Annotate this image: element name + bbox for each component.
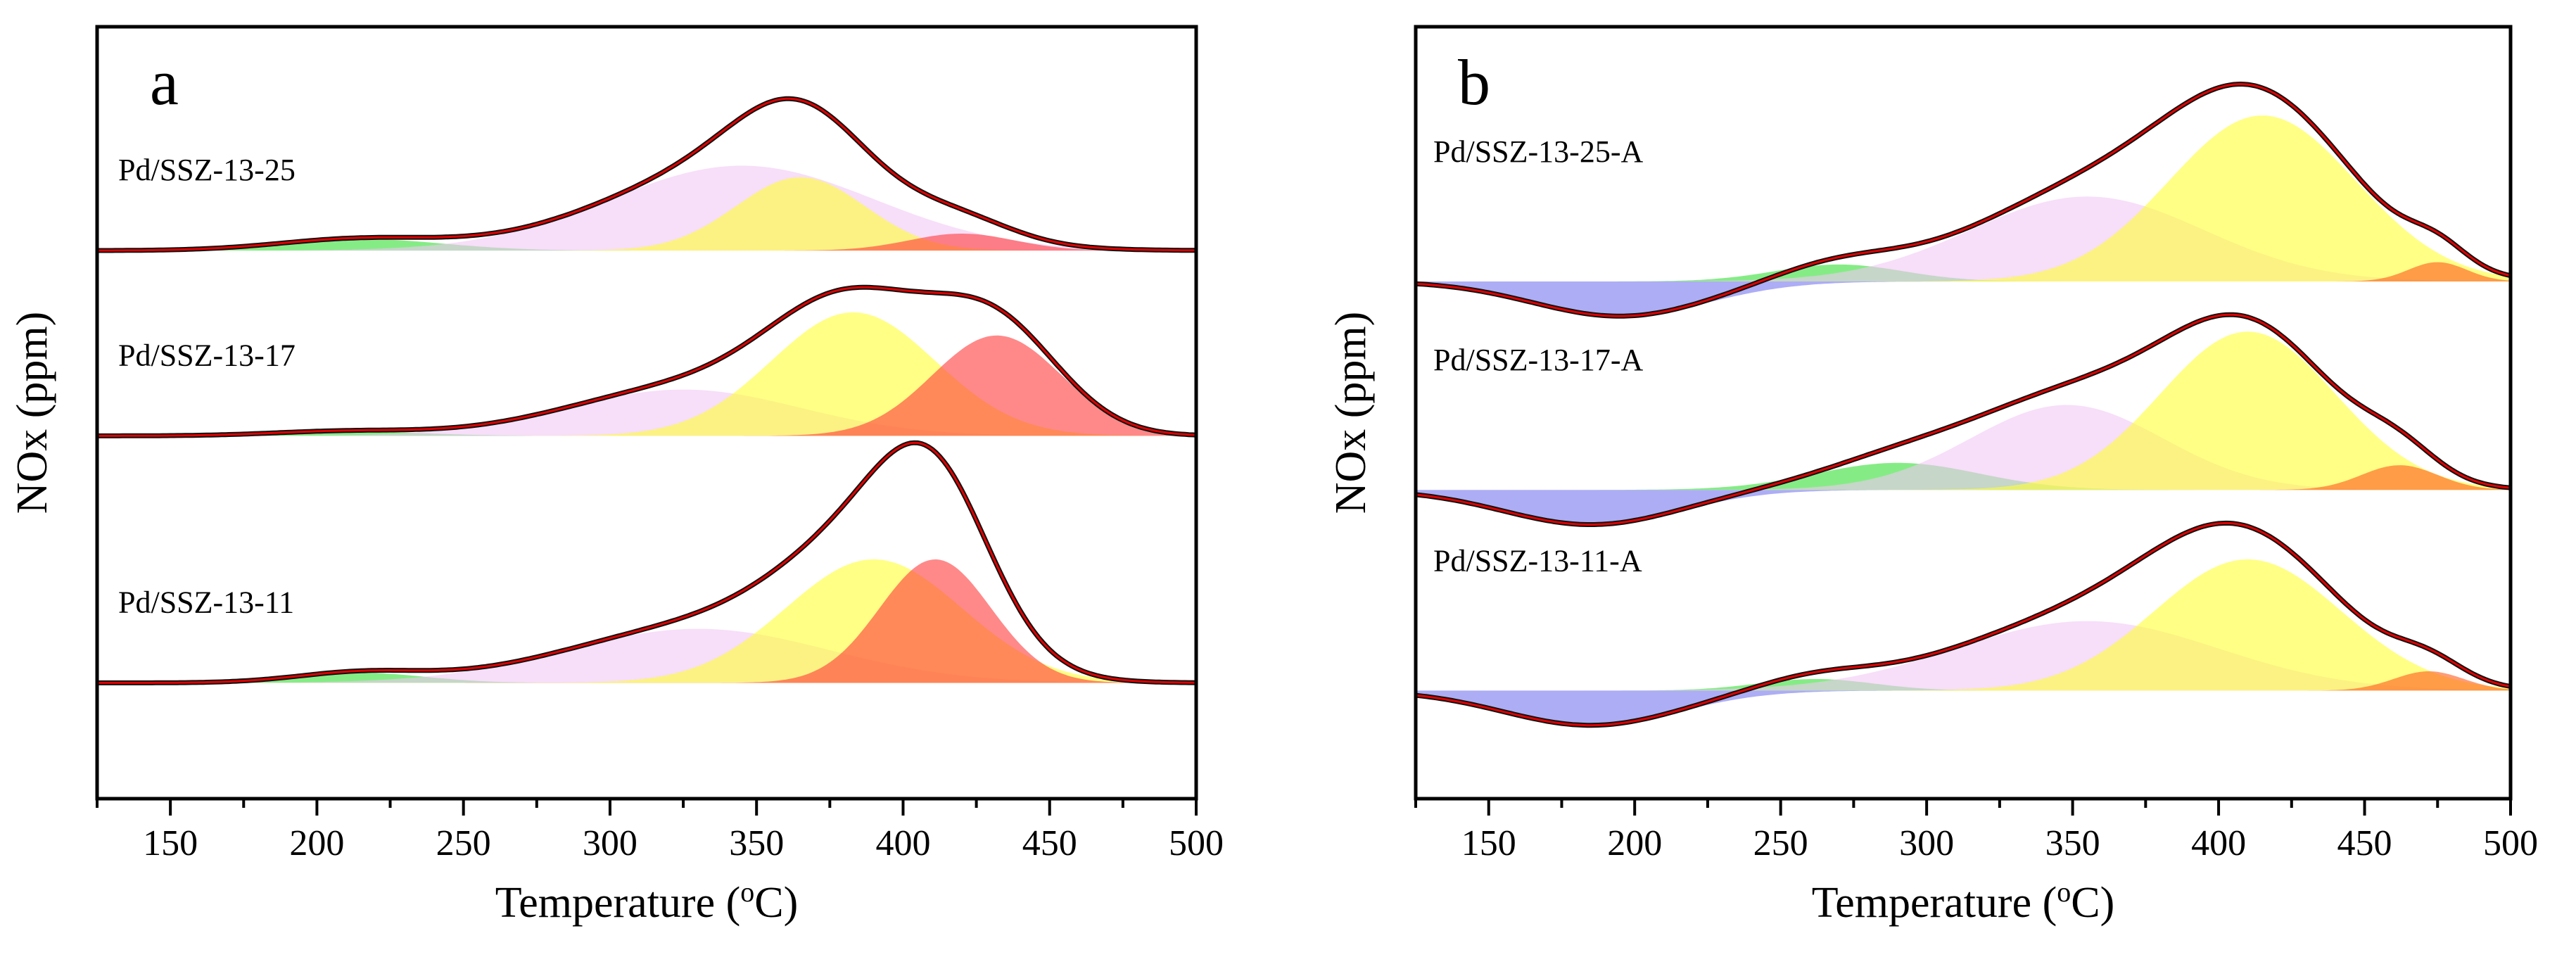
- panel-a-y-axis-title: NOx (ppm): [8, 312, 56, 514]
- fit-curve-0: [1415, 82, 2511, 317]
- panel-a-component-fills: [97, 165, 1196, 683]
- x-axis-title-text: Temperature (: [495, 879, 741, 927]
- fit-curve-0: [97, 97, 1196, 252]
- panel-a-plot-frame: [95, 25, 1198, 801]
- x-tick-label: 200: [1607, 823, 1662, 863]
- component-peak-0-0: [97, 239, 1196, 251]
- x-axis-title-unit: C): [2071, 879, 2114, 927]
- panel-b-letter: b: [1458, 46, 1490, 118]
- x-tick-label: 250: [436, 823, 491, 863]
- component-peak-0-3: [97, 234, 1196, 251]
- sample-label-2: Pd/SSZ-13-11-A: [1433, 543, 1642, 578]
- panel-b-component-fills: [1416, 115, 2511, 725]
- x-tick-label: 400: [875, 823, 930, 863]
- sample-label-1: Pd/SSZ-13-17: [118, 338, 296, 372]
- component-peak-2-1: [97, 628, 1196, 683]
- panel-b-plot-frame: [1414, 25, 2513, 801]
- fit-curve-2: [97, 441, 1197, 684]
- fit-curve-2: [1415, 521, 2511, 727]
- sample-label-0: Pd/SSZ-13-25-A: [1433, 134, 1643, 169]
- component-peak-1-1: [97, 389, 1196, 436]
- component-peak-2-0: [1416, 690, 2511, 725]
- x-tick-label: 450: [1022, 823, 1077, 863]
- component-peak-1-0: [1416, 490, 2511, 525]
- sample-label-2: Pd/SSZ-13-11: [118, 585, 294, 619]
- x-tick-label: 400: [2191, 823, 2246, 863]
- x-tick-label: 350: [2045, 823, 2100, 863]
- panel-a-sample-labels: Pd/SSZ-13-25 Pd/SSZ-13-17 Pd/SSZ-13-11: [118, 153, 296, 619]
- x-tick-label: 300: [1899, 823, 1954, 863]
- fit-curve-1: [1415, 313, 2511, 526]
- fit-curve-1: [97, 286, 1197, 437]
- panel-b-x-ticks: 150 200 250 300 350 400 450 500: [1414, 799, 2538, 863]
- x-tick-label: 150: [143, 823, 198, 863]
- panel-a-x-ticks: 150 200 250 300 350 400 450 500: [96, 799, 1224, 863]
- component-peak-0-0: [1416, 281, 2511, 317]
- x-tick-label: 250: [1753, 823, 1808, 863]
- component-peak-1-3: [97, 335, 1196, 436]
- x-axis-title-text: Temperature (: [1812, 879, 2057, 927]
- sample-label-0: Pd/SSZ-13-25: [118, 153, 296, 187]
- component-peak-2-3: [97, 559, 1196, 683]
- panel-a-fit-lines: [97, 96, 1197, 685]
- component-peak-2-3: [1416, 559, 2511, 691]
- component-peak-0-3: [1416, 115, 2511, 281]
- x-tick-label: 300: [583, 823, 637, 863]
- panel-b-sample-labels: Pd/SSZ-13-25-A Pd/SSZ-13-17-A Pd/SSZ-13-11…: [1433, 134, 1643, 578]
- x-tick-label: 500: [1169, 823, 1224, 863]
- x-tick-label: 200: [289, 823, 344, 863]
- panel-b-fit-lines: [1415, 81, 2511, 728]
- panel-a-x-axis-title: Temperature (oC): [495, 876, 799, 927]
- component-peak-2-4: [1416, 671, 2511, 691]
- panel-a-letter: a: [150, 46, 179, 118]
- x-axis-title-degree: o: [2057, 876, 2071, 908]
- component-peak-1-2: [1416, 405, 2511, 490]
- x-tick-label: 350: [729, 823, 784, 863]
- component-peak-1-4: [1416, 465, 2511, 490]
- panel-b-y-axis-title: NOx (ppm): [1327, 312, 1375, 514]
- component-peak-1-3: [1416, 331, 2511, 490]
- component-peak-0-4: [1416, 262, 2511, 281]
- panel-b: 150 200 250 300 350 400 450 500 Pd/SSZ-13-25-AP…: [1327, 25, 2538, 927]
- x-axis-title-unit: C): [754, 879, 798, 927]
- sample-label-1: Pd/SSZ-13-17-A: [1433, 343, 1643, 377]
- x-tick-label: 150: [1461, 823, 1516, 863]
- component-peak-0-1: [97, 165, 1196, 251]
- x-tick-label: 500: [2483, 823, 2538, 863]
- x-tick-label: 450: [2337, 823, 2392, 863]
- x-axis-title-degree: o: [740, 876, 754, 908]
- panel-b-x-axis-title: Temperature (oC): [1812, 876, 2115, 927]
- panel-a: 150 200 250 300 350 400 450 500 Pd/SSZ-13-25Pd/…: [8, 25, 1224, 927]
